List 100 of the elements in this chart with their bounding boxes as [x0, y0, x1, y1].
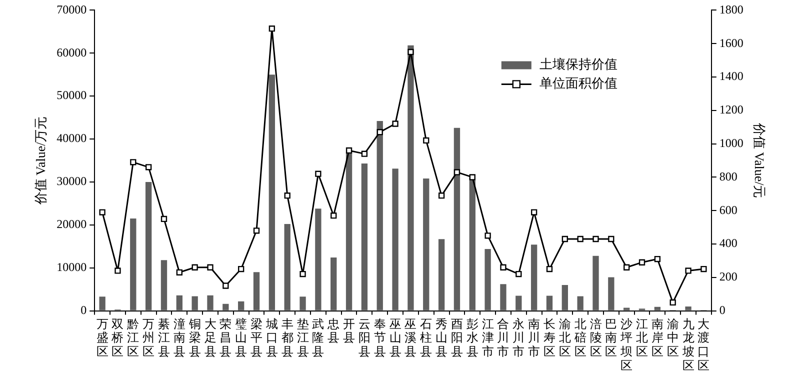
- y2-axis-title: 价值 Value/元: [752, 122, 767, 198]
- legend-label: 单位面积价值: [539, 76, 618, 91]
- x-tick-label: 九龙坡区: [681, 316, 694, 372]
- y-tick-label: 10000: [56, 260, 87, 274]
- point: [207, 264, 214, 270]
- y-tick-label: 50000: [56, 88, 87, 102]
- point: [130, 159, 136, 166]
- point: [192, 264, 198, 270]
- point: [454, 169, 460, 176]
- point: [300, 270, 306, 278]
- point: [592, 236, 599, 242]
- point: [253, 228, 260, 234]
- bar: [361, 164, 368, 310]
- y2-tick-label: 800: [719, 169, 738, 184]
- x-tick-label: 武隆县: [312, 316, 324, 358]
- bar: [408, 45, 414, 310]
- bar: [284, 224, 290, 310]
- point: [670, 299, 676, 306]
- x-tick-label: 大足县: [204, 316, 216, 358]
- y2-tick-label: 0: [719, 302, 726, 317]
- point: [530, 209, 538, 216]
- x-tick-label: 长寿区: [543, 316, 556, 358]
- bar: [268, 74, 276, 310]
- bar: [238, 301, 244, 310]
- x-tick-label: 垫江县: [296, 316, 309, 358]
- x-tick-label: 巫山县: [389, 316, 402, 358]
- point: [562, 236, 568, 242]
- y-tick-label: 60000: [56, 45, 87, 60]
- bar: [592, 256, 599, 310]
- bar: [530, 244, 538, 310]
- y-tick-label: 40000: [56, 131, 87, 146]
- point: [315, 170, 322, 177]
- x-tick-label: 梁平县: [250, 316, 263, 358]
- x-tick-label: 秀山县: [436, 316, 448, 358]
- bar: [516, 296, 522, 310]
- point: [700, 266, 707, 272]
- y2-tick-label: 400: [719, 236, 738, 250]
- bar: [562, 285, 568, 310]
- bar: [500, 284, 506, 310]
- point: [516, 270, 522, 278]
- point: [484, 232, 491, 239]
- x-tick-label: 云阳县: [358, 316, 370, 358]
- x-tick-label: 永川市: [512, 316, 525, 358]
- point: [99, 209, 106, 216]
- x-tick-label: 渝中区: [666, 316, 679, 358]
- point: [222, 282, 229, 289]
- bar: [654, 306, 661, 310]
- x-tick-label: 开县: [343, 316, 356, 345]
- point: [438, 192, 445, 199]
- y2-tick-label: 200: [719, 270, 738, 284]
- x-tick-label: 合川市: [497, 316, 510, 358]
- y2-tick-label: 1800: [719, 2, 744, 16]
- point: [654, 256, 661, 262]
- x-tick-label: 黔江区: [126, 316, 140, 358]
- y-tick-label: 30000: [56, 174, 87, 188]
- point: [638, 259, 646, 266]
- point: [160, 216, 168, 222]
- y2-tick-label: 600: [719, 202, 738, 217]
- y-tick-label: 0: [80, 302, 87, 317]
- x-tick-label: 酉阳县: [450, 316, 463, 358]
- y2-tick-label: 1400: [719, 69, 744, 84]
- point: [392, 120, 398, 127]
- point: [469, 174, 476, 180]
- point: [330, 212, 337, 219]
- bar: [346, 152, 352, 310]
- x-tick-label: 南川市: [528, 316, 540, 358]
- x-tick-label: 涪陵区: [590, 316, 602, 358]
- x-tick-label: 奉节县: [374, 316, 386, 358]
- bar: [160, 260, 168, 310]
- x-tick-label: 荣昌县: [220, 316, 232, 358]
- point: [145, 164, 152, 170]
- bar: [454, 128, 460, 310]
- bar: [546, 296, 553, 310]
- y2-tick-label: 1200: [719, 102, 744, 117]
- x-tick-label: 南岸区: [651, 316, 664, 358]
- x-tick-label: 綦江县: [158, 316, 170, 358]
- bar: [192, 296, 198, 310]
- bar: [315, 208, 322, 310]
- y2-tick-label: 1600: [719, 36, 744, 50]
- bar: [300, 296, 306, 310]
- point: [624, 264, 630, 270]
- x-tick-label: 城口县: [264, 316, 278, 358]
- x-tick-label: 铜梁县: [188, 316, 201, 358]
- point: [361, 150, 368, 157]
- point: [685, 268, 692, 274]
- point: [268, 25, 276, 32]
- x-tick-label: 彭水县: [466, 316, 478, 358]
- point: [114, 268, 121, 274]
- point: [346, 147, 352, 154]
- point: [423, 137, 430, 144]
- x-tick-label: 巴南区: [605, 316, 618, 358]
- x-tick-label: 渝北区: [558, 316, 571, 358]
- y-axis-title: 价值 Value/万元: [33, 116, 48, 206]
- bar: [176, 295, 182, 310]
- bar: [685, 306, 692, 310]
- y-tick-label: 70000: [56, 2, 87, 16]
- y-tick-label: 20000: [56, 217, 87, 232]
- bar: [577, 296, 584, 310]
- point: [546, 266, 553, 272]
- point: [500, 264, 506, 270]
